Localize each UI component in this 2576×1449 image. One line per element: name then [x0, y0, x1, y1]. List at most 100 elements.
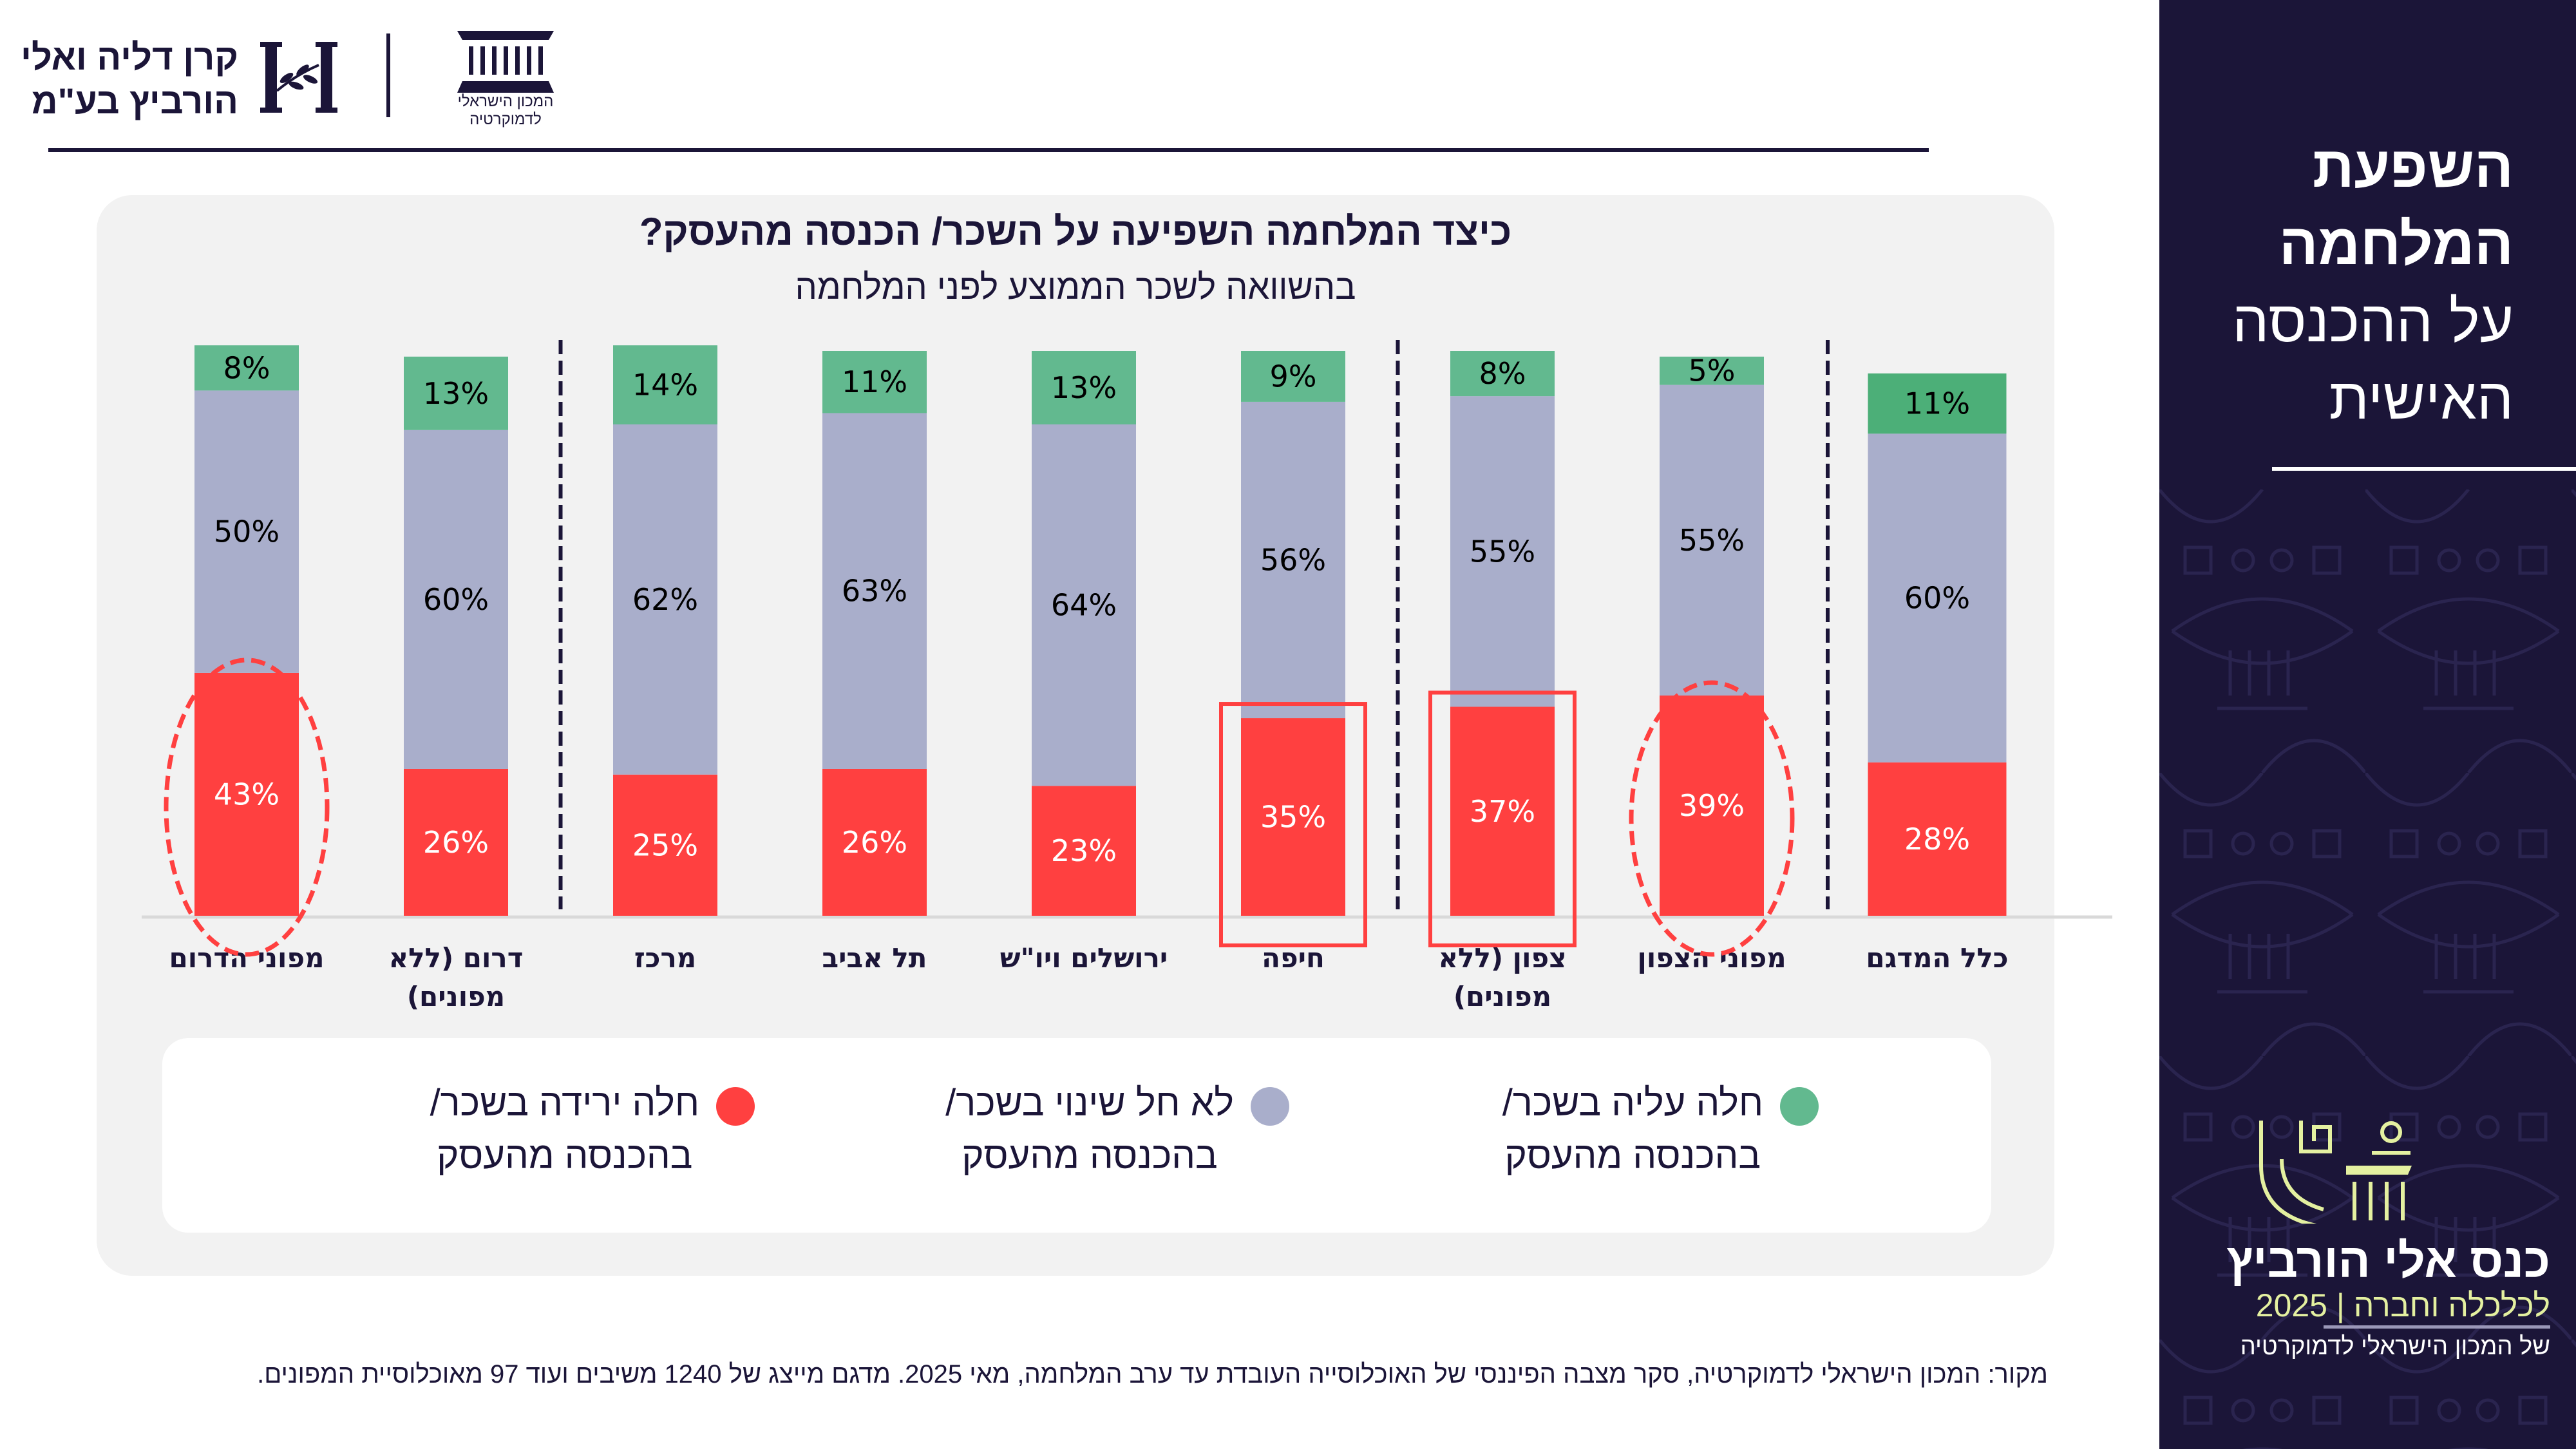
category-label-north-non-evacuees-line2: מפונים) [1454, 981, 1551, 1012]
category-label-center: מרכז [634, 942, 696, 974]
conference-logo-icon [2259, 1121, 2412, 1224]
bar-segment-overall-increase [1868, 373, 2007, 434]
data-label-south-non-evacuees-increase: 13% [423, 376, 489, 411]
bar-segment-haifa-no-change [1241, 401, 1345, 719]
highlight-ellipse-north-evacuees [1629, 680, 1795, 957]
data-label-haifa-increase: 9% [1270, 359, 1317, 393]
bar-segment-tel-aviv-increase [822, 351, 927, 413]
category-label-jerusalem: ירושלים ויו"ש [1000, 942, 1168, 974]
data-label-south-non-evacuees-decrease: 26% [423, 825, 489, 860]
sidebar-divider [2272, 467, 2576, 471]
bar-segment-north-evacuees-increase [1660, 356, 1764, 385]
header-divider [48, 148, 1929, 152]
data-label-south-evacuees-decrease: 43% [214, 777, 279, 811]
bar-segment-overall-decrease [1868, 762, 2007, 916]
category-label-south-evacuees: מפוני הדרום [169, 942, 325, 974]
data-label-center-decrease: 25% [632, 828, 698, 862]
data-label-north-evacuees-decrease: 39% [1679, 788, 1745, 823]
legend-item-no-change: לא חל שינוי בשכר/בהכנסה מהעסק [945, 1077, 1289, 1193]
category-label-haifa: חיפה [1262, 942, 1325, 974]
bar-segment-south-non-evacuees-increase [404, 356, 508, 430]
horowitz-logo-text: קרן דליה ואלי הורביץ בע"מ [21, 35, 238, 123]
data-label-south-non-evacuees-no-change: 60% [423, 582, 489, 617]
bar-segment-south-evacuees-increase [194, 345, 299, 391]
sidebar-title-line4: האישית [2329, 367, 2514, 431]
conference-divider [2324, 1325, 2550, 1329]
sidebar-title-line2: המלחמה [2278, 213, 2514, 277]
data-label-center-increase: 14% [632, 368, 698, 402]
iid-logo-text-line1: המכון הישראלי [457, 93, 554, 110]
bar-segment-haifa-increase [1241, 351, 1345, 402]
logo-divider [386, 33, 390, 117]
category-label-tel-aviv: תל אביב [822, 942, 927, 974]
bar-segment-center-no-change [613, 424, 717, 775]
bar-segment-jerusalem-decrease [1032, 786, 1136, 916]
data-label-haifa-no-change: 56% [1260, 542, 1326, 577]
sidebar-title: השפעת המלחמה על ההכנסה האישית [2232, 129, 2514, 438]
bar-segment-overall-no-change [1868, 433, 2007, 762]
israel-democracy-institute-logo: המכון הישראלי לדמוקרטיה [454, 31, 557, 129]
highlight-box-haifa [1219, 702, 1367, 948]
conference-subtitle: לכלכלה וחברה | 2025 [2255, 1287, 2550, 1323]
data-label-north-non-evacuees-increase: 8% [1479, 356, 1526, 391]
horowitz-logo-line2: הורביץ בע"מ [31, 80, 238, 121]
bar-segment-tel-aviv-decrease [822, 768, 927, 916]
conference-organizer: של המכון הישראלי לדמוקרטיה [2240, 1333, 2550, 1360]
pillar-icon [457, 31, 554, 93]
data-label-center-no-change: 62% [632, 582, 698, 617]
source-footnote: מקור: המכון הישראלי לדמוקרטיה, סקר מצבה … [257, 1360, 2048, 1388]
category-label-overall: כלל המדגם [1866, 942, 2008, 974]
bar-segment-tel-aviv-no-change [822, 413, 927, 769]
bar-segment-jerusalem-increase [1032, 351, 1136, 425]
chart-subtitle: בהשוואה לשכר הממוצע לפני המלחמה [795, 268, 1356, 307]
bar-segment-north-non-evacuees-no-change [1450, 396, 1555, 707]
legend-swatch-increase [1780, 1087, 1819, 1126]
bar-segment-north-non-evacuees-increase [1450, 351, 1555, 397]
category-label-north-non-evacuees: צפון (ללא [1438, 942, 1566, 974]
bar-segment-south-non-evacuees-no-change [404, 430, 508, 769]
data-label-jerusalem-decrease: 23% [1051, 833, 1117, 868]
legend-swatch-decrease [716, 1087, 755, 1126]
legend-label-no-change: לא חל שינוי בשכר/בהכנסה מהעסק [945, 1082, 1234, 1177]
decorative-pattern [2159, 489, 2576, 1449]
highlight-box-north-non-evacuees [1428, 690, 1577, 947]
data-label-north-evacuees-increase: 5% [1689, 354, 1736, 388]
data-label-tel-aviv-decrease: 26% [842, 825, 907, 860]
horowitz-logo-line1: קרן דליה ואלי [20, 37, 238, 77]
legend-item-decrease: חלה ירידה בשכר/בהכנסה מהעסק [430, 1077, 755, 1193]
bar-segment-center-increase [613, 345, 717, 425]
sidebar-title-line1: השפעת [2312, 135, 2514, 200]
h-monogram-olive-icon [260, 42, 337, 113]
data-label-south-evacuees-no-change: 50% [214, 515, 279, 549]
bar-segment-haifa-decrease [1241, 718, 1345, 916]
bar-segment-north-evacuees-no-change [1660, 384, 1764, 696]
data-label-jerusalem-increase: 13% [1051, 370, 1117, 405]
category-label-south-non-evacuees: דרום (ללא [389, 942, 524, 974]
horowitz-foundation-logo: קרן דליה ואלי הורביץ בע"מ [21, 35, 341, 121]
bar-segment-south-evacuees-no-change [194, 390, 299, 673]
data-label-south-evacuees-increase: 8% [223, 350, 270, 385]
data-label-tel-aviv-no-change: 63% [842, 574, 907, 609]
sidebar-title-line3: על ההכנסה [2232, 290, 2514, 354]
legend-swatch-no-change [1251, 1087, 1289, 1126]
legend-label-increase: חלה עליה בשכר/בהכנסה מהעסק [1502, 1082, 1763, 1177]
chart-title: כיצד המלחמה השפיעה על השכר/ הכנסה מהעסק? [639, 210, 1512, 253]
data-label-overall-decrease: 28% [1904, 822, 1970, 857]
iid-logo-text-line2: לדמוקרטיה [469, 111, 542, 128]
bar-segment-south-evacuees-decrease [194, 672, 299, 916]
data-label-north-non-evacuees-decrease: 37% [1470, 794, 1535, 829]
chart-legend: חלה עליה בשכר/בהכנסה מהעסק לא חל שינוי ב… [162, 1038, 1991, 1233]
data-label-north-evacuees-no-change: 55% [1679, 523, 1745, 558]
data-label-jerusalem-no-change: 64% [1051, 588, 1117, 623]
category-label-south-non-evacuees-line2: מפונים) [407, 981, 505, 1012]
bar-segment-north-evacuees-decrease [1660, 695, 1764, 916]
legend-item-increase: חלה עליה בשכר/בהכנסה מהעסק [1502, 1077, 1819, 1193]
stacked-bar-chart: 28% 60% 11% 39% 55% 5% 37% 55% 8% 35% 56% 9% 23% 64% 1… [142, 340, 2112, 1012]
conference-name: כנס אלי הורביץ [2226, 1234, 2551, 1287]
bar-segment-jerusalem-no-change [1032, 424, 1136, 786]
sidebar: השפעת המלחמה על ההכנסה האישית כנס אלי הו… [2159, 0, 2576, 1449]
data-label-haifa-decrease: 35% [1260, 800, 1326, 835]
category-label-north-evacuees: מפוני הצפון [1637, 942, 1786, 974]
bar-segment-center-decrease [613, 774, 717, 916]
data-label-tel-aviv-increase: 11% [842, 365, 907, 399]
